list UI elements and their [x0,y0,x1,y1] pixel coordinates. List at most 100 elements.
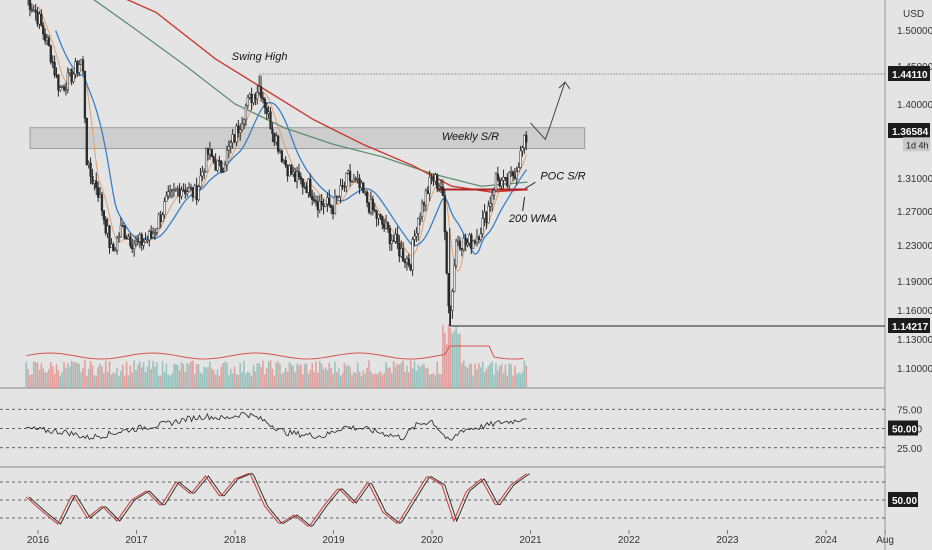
candle-body [114,249,117,252]
volume-bar [305,363,308,388]
volume-bar [61,371,63,388]
candle-body [523,134,526,149]
candle-body [500,180,503,187]
candle-body [498,179,501,187]
candle-body [30,9,34,11]
time-tick-label: 2022 [618,535,641,546]
candle-body [403,261,407,264]
volume-bar [332,373,334,388]
volume-bar [466,368,469,388]
wma-200-label: 200 WMA [508,213,557,225]
volume-bar [478,363,480,388]
volume-bar [214,374,217,388]
price-tick-label: 1.40000 [897,100,932,111]
volume-bar [127,375,130,388]
volume-bar [264,374,266,388]
candle-body [519,150,522,168]
candle-body [133,243,136,250]
candle-body [316,201,320,211]
candle-body [373,209,376,212]
candle-body [248,94,251,98]
sr-zone-box [29,127,586,150]
volume-bar [447,324,450,388]
volume-bar [63,362,65,388]
volume-bar [392,361,395,388]
candle-body [97,187,100,198]
volume-bar [129,365,132,388]
volume-bar [476,369,478,388]
volume-bar [59,375,62,388]
volume-bar [275,362,278,388]
volume-bar [303,363,306,388]
candle-body [98,194,102,198]
volume-bar [315,361,317,388]
volume-bar [385,362,387,388]
time-tick-label: 2016 [27,535,50,546]
candle-body [227,145,231,151]
volume-bar [31,374,33,388]
volume-bar [254,371,257,388]
candle-body [168,190,172,193]
candle-body [72,73,75,83]
candle-body [375,210,378,219]
wma-arrow [522,196,526,212]
volume-bar [247,371,249,388]
candle-body [203,171,206,173]
candle-body [451,291,454,311]
candle-body [331,207,335,214]
candle-body [142,241,145,246]
volume-bar [343,362,346,388]
volume-bar [349,366,351,388]
candle-body [347,170,350,174]
volume-bar [419,367,421,388]
volume-bar [265,368,268,388]
candle-body [261,97,265,100]
candle-body [337,196,340,198]
candle-body [155,228,159,233]
poc-arrow [525,181,536,189]
volume-bar [375,374,378,388]
candle-body [288,165,291,177]
time-tick-label: Aug [876,535,894,546]
volume-bar [82,367,84,388]
candle-body [420,202,424,218]
price-label-text: 1.14217 [892,322,929,333]
volume-bar [140,367,143,388]
volume-bar [271,368,274,388]
candle-body [479,233,482,240]
price-tick-label: 1.13000 [897,335,932,346]
volume-bars [25,324,528,388]
price-tick-label: 1.27000 [897,207,932,218]
volume-bar [229,368,232,388]
volume-bar [515,374,518,388]
price-label-text: 1.44110 [892,70,928,81]
volume-bar [193,374,196,388]
stoch-d-line [28,472,530,527]
volume-bar [337,368,340,388]
candle-body [284,160,287,166]
volume-bar [110,374,113,388]
volume-bar [38,369,41,388]
candle-body [85,118,88,166]
volume-bar [93,374,96,388]
volume-bar [390,372,393,388]
volume-bar [354,373,357,388]
candle-body [367,202,371,213]
candle-body [504,176,507,179]
candle-body [42,25,45,35]
candle-body [400,248,403,257]
volume-bar [491,361,493,388]
volume-bar [330,367,332,388]
poc-sr-label: POC S/R [540,171,585,183]
candle-body [515,171,518,179]
candle-body [34,9,37,13]
volume-bar [468,364,471,388]
volume-bar [409,360,412,388]
rsi-current-text: 50.00 [892,425,917,436]
candle-body [320,200,323,205]
volume-bar [406,365,408,388]
candle-body [231,134,234,143]
volume-bar [400,362,403,388]
price-candles [27,0,528,326]
candle-body [392,240,395,242]
